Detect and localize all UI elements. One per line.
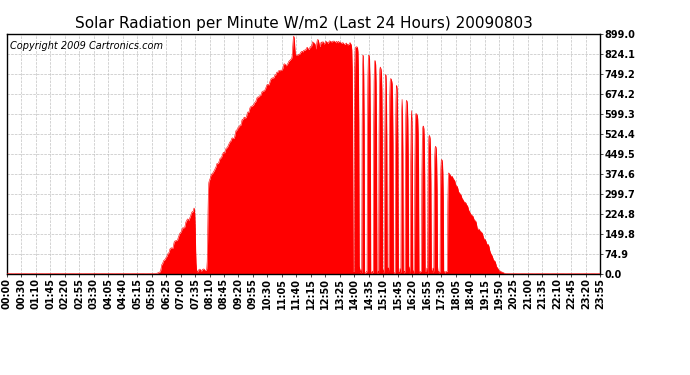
Text: Copyright 2009 Cartronics.com: Copyright 2009 Cartronics.com xyxy=(10,41,163,51)
Title: Solar Radiation per Minute W/m2 (Last 24 Hours) 20090803: Solar Radiation per Minute W/m2 (Last 24… xyxy=(75,16,533,31)
